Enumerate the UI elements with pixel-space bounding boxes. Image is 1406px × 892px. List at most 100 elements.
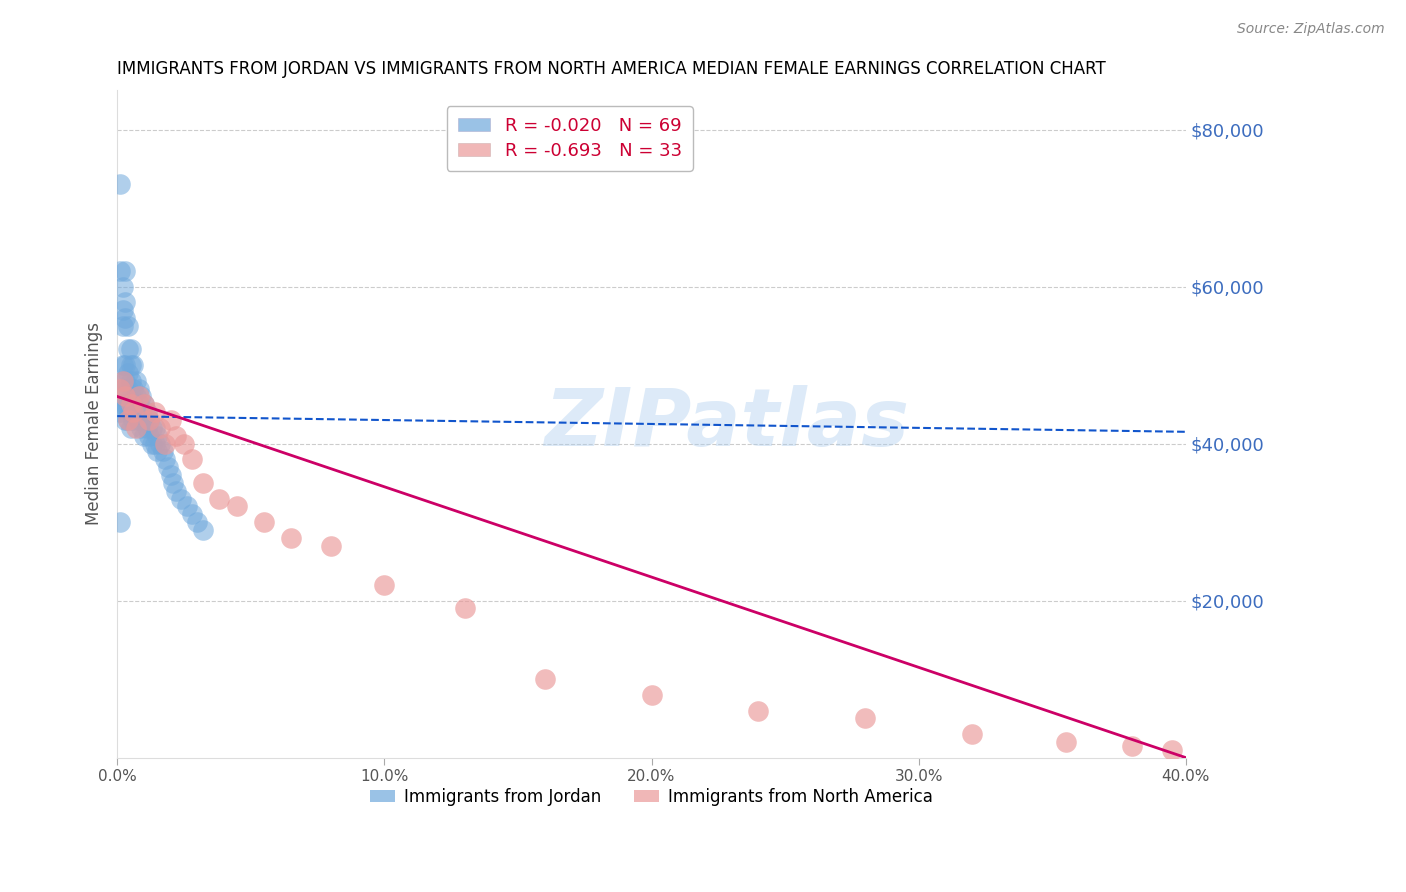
Point xyxy=(117,343,139,357)
Point xyxy=(114,389,136,403)
Point xyxy=(111,374,134,388)
Point xyxy=(111,279,134,293)
Point xyxy=(129,389,152,403)
Point xyxy=(853,711,876,725)
Point xyxy=(117,413,139,427)
Text: IMMIGRANTS FROM JORDAN VS IMMIGRANTS FROM NORTH AMERICA MEDIAN FEMALE EARNINGS C: IMMIGRANTS FROM JORDAN VS IMMIGRANTS FRO… xyxy=(117,60,1107,78)
Point xyxy=(132,397,155,411)
Point xyxy=(165,428,187,442)
Point xyxy=(125,405,148,419)
Point xyxy=(114,310,136,325)
Point xyxy=(117,366,139,380)
Point xyxy=(141,421,163,435)
Point xyxy=(120,374,142,388)
Point xyxy=(156,460,179,475)
Point xyxy=(108,405,131,419)
Point xyxy=(120,389,142,403)
Point xyxy=(176,500,198,514)
Text: Source: ZipAtlas.com: Source: ZipAtlas.com xyxy=(1237,22,1385,37)
Point xyxy=(1121,739,1143,753)
Point xyxy=(143,405,166,419)
Point xyxy=(108,178,131,192)
Point xyxy=(165,483,187,498)
Point xyxy=(141,436,163,450)
Point xyxy=(149,421,172,435)
Point xyxy=(146,428,169,442)
Point xyxy=(640,688,662,702)
Point xyxy=(132,428,155,442)
Point xyxy=(191,475,214,490)
Point xyxy=(155,436,177,450)
Point xyxy=(117,382,139,396)
Point xyxy=(120,421,142,435)
Point xyxy=(138,428,160,442)
Point xyxy=(226,500,249,514)
Point xyxy=(122,358,145,372)
Point xyxy=(191,523,214,537)
Point xyxy=(111,397,134,411)
Point xyxy=(128,413,150,427)
Point xyxy=(138,413,160,427)
Point xyxy=(125,374,148,388)
Point xyxy=(128,382,150,396)
Y-axis label: Median Female Earnings: Median Female Earnings xyxy=(86,322,103,525)
Point xyxy=(114,358,136,372)
Point xyxy=(159,467,181,482)
Point xyxy=(117,413,139,427)
Point xyxy=(747,704,769,718)
Point xyxy=(114,413,136,427)
Point xyxy=(181,508,204,522)
Point xyxy=(155,452,177,467)
Point xyxy=(146,444,169,458)
Point xyxy=(149,436,172,450)
Point xyxy=(117,318,139,333)
Point xyxy=(1054,735,1077,749)
Point xyxy=(1161,743,1184,757)
Point xyxy=(128,389,150,403)
Point xyxy=(129,421,152,435)
Point xyxy=(170,491,193,506)
Legend: Immigrants from Jordan, Immigrants from North America: Immigrants from Jordan, Immigrants from … xyxy=(364,781,939,813)
Point xyxy=(280,531,302,545)
Point xyxy=(114,295,136,310)
Point xyxy=(373,578,395,592)
Point xyxy=(108,515,131,529)
Point xyxy=(135,405,157,419)
Point xyxy=(208,491,231,506)
Point xyxy=(181,452,204,467)
Point xyxy=(159,413,181,427)
Point xyxy=(122,413,145,427)
Text: ZIPatlas: ZIPatlas xyxy=(544,385,908,463)
Point xyxy=(132,413,155,427)
Point xyxy=(111,303,134,318)
Point xyxy=(111,382,134,396)
Point xyxy=(125,389,148,403)
Point xyxy=(122,397,145,411)
Point xyxy=(114,374,136,388)
Point xyxy=(125,421,148,435)
Point xyxy=(108,397,131,411)
Point xyxy=(120,405,142,419)
Point xyxy=(120,358,142,372)
Point xyxy=(114,397,136,411)
Point xyxy=(173,436,195,450)
Point xyxy=(135,421,157,435)
Point xyxy=(117,397,139,411)
Point xyxy=(960,727,983,741)
Point xyxy=(108,264,131,278)
Point xyxy=(122,382,145,396)
Point xyxy=(253,515,276,529)
Point xyxy=(186,515,208,529)
Point xyxy=(143,421,166,435)
Point xyxy=(453,601,475,615)
Point xyxy=(128,397,150,411)
Point xyxy=(111,374,134,388)
Point xyxy=(143,436,166,450)
Point xyxy=(120,343,142,357)
Point xyxy=(138,413,160,427)
Point xyxy=(108,382,131,396)
Point xyxy=(120,397,142,411)
Point xyxy=(533,672,555,686)
Point xyxy=(129,405,152,419)
Point xyxy=(111,318,134,333)
